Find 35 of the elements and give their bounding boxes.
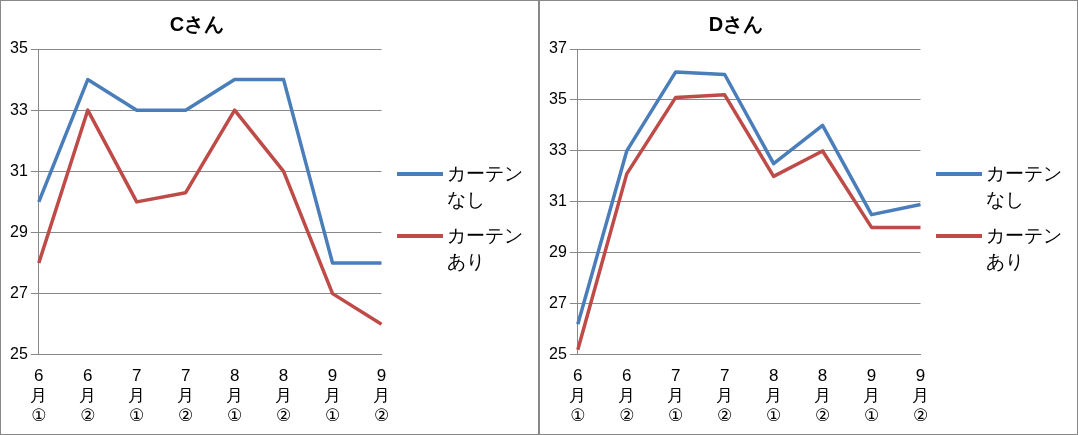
- y-tick-label: 33: [549, 141, 567, 159]
- legend-label: カーテンなし: [986, 161, 1063, 212]
- legend-label: カーテンあり: [986, 223, 1063, 274]
- x-tick-label: 6月②: [618, 365, 636, 426]
- x-tick-label: 6月①: [30, 365, 48, 426]
- y-tick-label: 29: [10, 222, 28, 240]
- x-tick-label: 6月②: [79, 365, 97, 426]
- x-tick-label: 7月②: [716, 365, 734, 426]
- y-tick-label: 35: [10, 39, 28, 57]
- y-tick-label: 27: [549, 294, 567, 312]
- chart-title: Cさん: [169, 12, 225, 35]
- x-tick-label: 7月②: [177, 365, 195, 426]
- legend-label: カーテンあり: [447, 223, 524, 274]
- chart-title: Dさん: [708, 12, 764, 35]
- x-tick-label: 8月①: [765, 365, 783, 426]
- y-tick-label: 37: [549, 39, 567, 57]
- x-tick-label: 8月①: [226, 365, 244, 426]
- x-tick-label: 7月①: [667, 365, 685, 426]
- y-tick-label: 25: [10, 345, 28, 363]
- x-tick-label: 9月①: [324, 365, 342, 426]
- y-tick-label: 29: [549, 243, 567, 261]
- legend-label: カーテンなし: [447, 161, 524, 212]
- x-tick-label: 8月②: [275, 365, 293, 426]
- x-tick-label: 7月①: [128, 365, 146, 426]
- x-tick-label: 8月②: [814, 365, 832, 426]
- y-tick-label: 33: [10, 100, 28, 118]
- x-tick-label: 6月①: [569, 365, 587, 426]
- x-tick-label: 9月②: [373, 365, 390, 426]
- y-tick-label: 35: [549, 90, 567, 108]
- y-tick-label: 25: [549, 345, 567, 363]
- y-tick-label: 31: [549, 192, 567, 210]
- y-tick-label: 31: [10, 161, 28, 179]
- y-tick-label: 27: [10, 284, 28, 302]
- x-tick-label: 9月②: [912, 365, 929, 426]
- x-tick-label: 9月①: [863, 365, 881, 426]
